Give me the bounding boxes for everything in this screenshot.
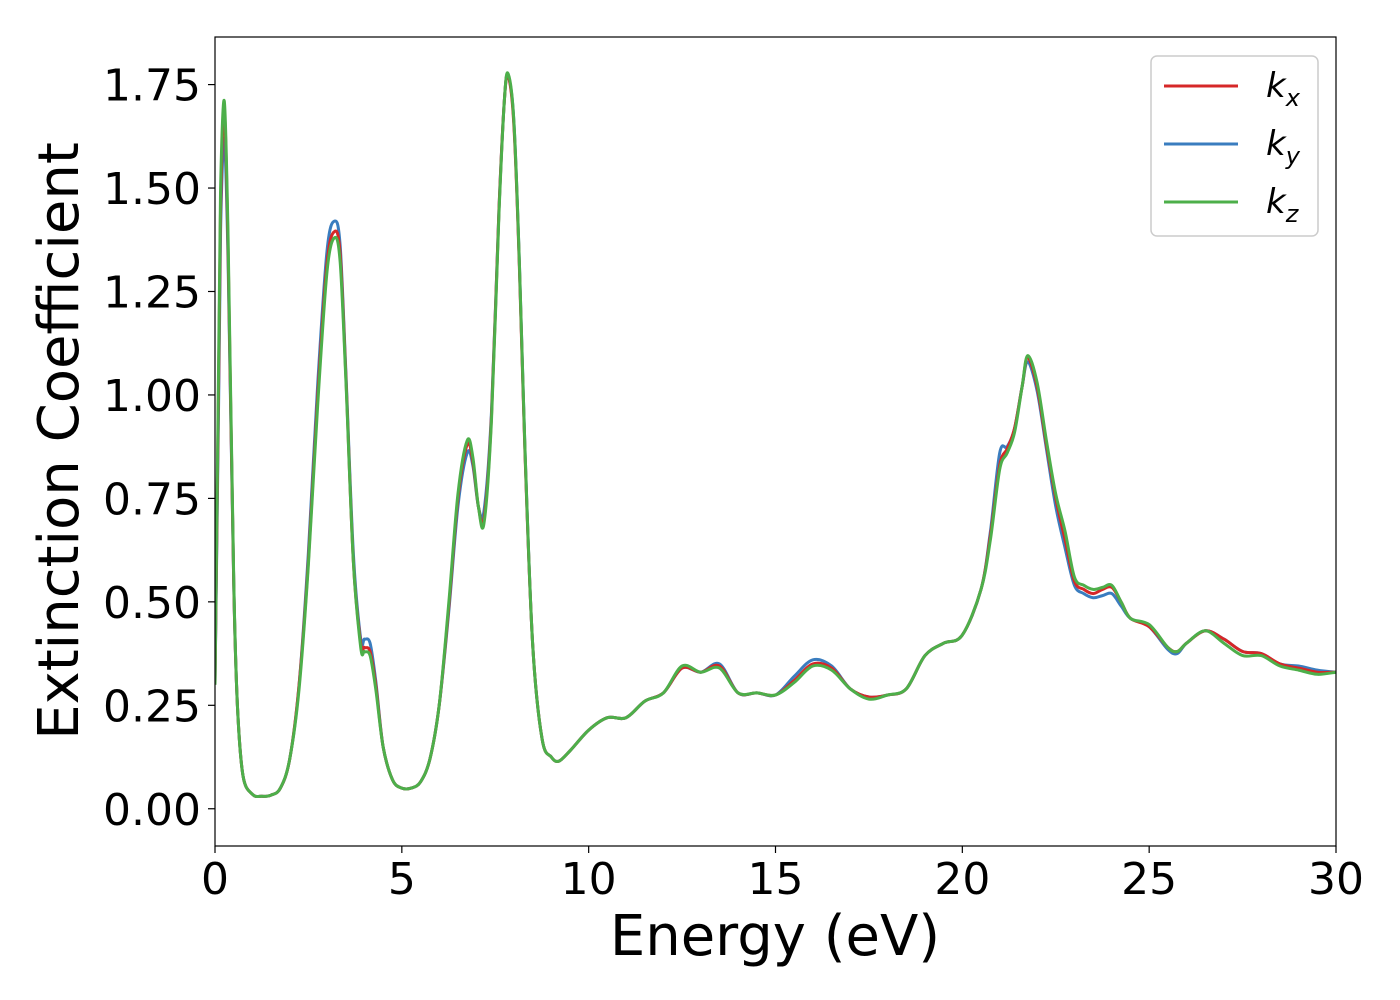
y-tick-label: 0.50 [103, 578, 201, 629]
y-tick-label: 0.00 [103, 785, 201, 836]
legend-label-x: kx [1266, 66, 1301, 112]
x-tick-label: 10 [561, 854, 617, 905]
y-tick-label: 1.75 [103, 61, 201, 112]
x-tick-label: 30 [1308, 854, 1364, 905]
y-tick-label: 1.00 [103, 371, 201, 422]
series-line-z [215, 71, 1336, 799]
x-tick-label: 0 [201, 854, 229, 905]
legend-label-z: kz [1266, 182, 1300, 228]
series-layer [215, 71, 1336, 799]
legend-box [1150, 55, 1319, 237]
axes-layer: 0 5 10 15 20 25 30 0.00 0.25 0.50 0.75 1.00 1.25 1.50… [103, 36, 1364, 905]
y-tick-label: 0.25 [103, 681, 201, 732]
legend: kx ky kz [1150, 55, 1319, 237]
legend-label-y: ky [1266, 124, 1301, 170]
y-tick-label: 1.25 [103, 267, 201, 318]
y-tick-label: 1.50 [103, 164, 201, 215]
x-tick-label: 5 [388, 854, 416, 905]
x-tick-label: 25 [1121, 854, 1177, 905]
x-axis-title: Energy (eV) [610, 904, 940, 969]
x-tick-label: 15 [748, 854, 804, 905]
y-axis-title: Extinction Coefficient [27, 142, 92, 740]
y-tick-label: 0.75 [103, 474, 201, 525]
x-tick-label: 20 [934, 854, 990, 905]
